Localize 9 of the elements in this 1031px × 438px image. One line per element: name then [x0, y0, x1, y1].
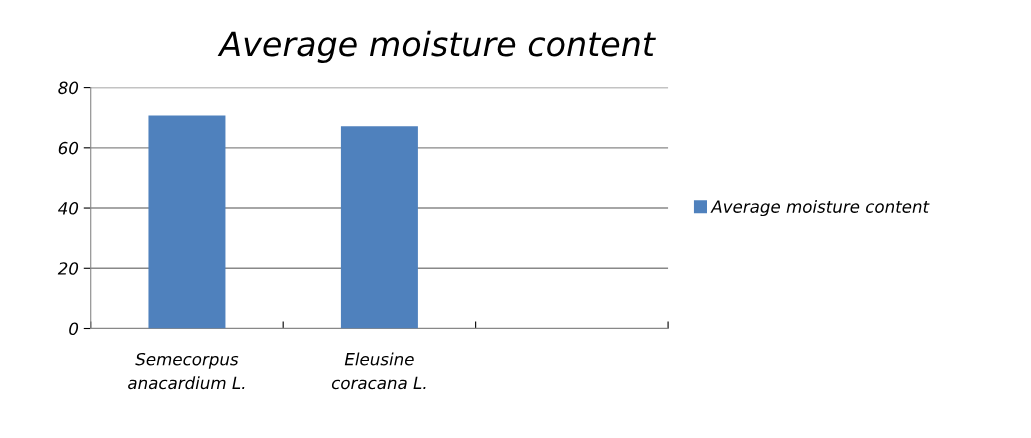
y-tick-label: 60	[58, 141, 79, 155]
x-tick-label: Semecorpus anacardium L.	[128, 352, 245, 390]
y-tick-label: 80	[58, 81, 79, 95]
legend-label: Average moisture content	[710, 199, 930, 217]
x-tick-label: Eleusine coracana L.	[331, 352, 426, 390]
y-tick-label: 20	[57, 262, 79, 275]
chart-title: Average moisture content	[217, 30, 656, 63]
y-tick-label: 0	[69, 322, 79, 336]
y-tick-label: 40	[58, 202, 79, 215]
